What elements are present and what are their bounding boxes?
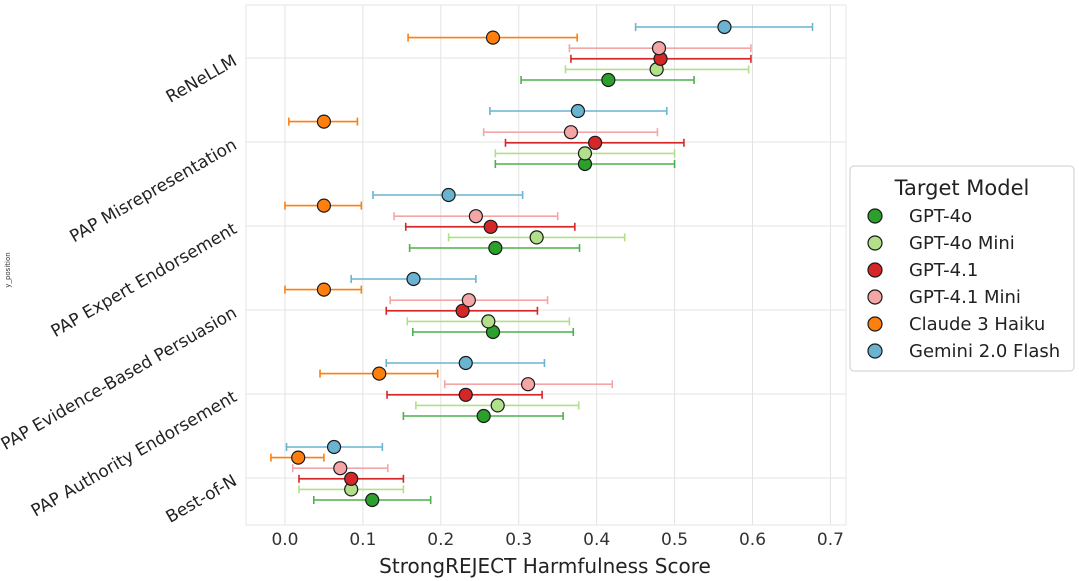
data-point [570, 103, 586, 119]
data-point [563, 125, 579, 140]
legend-marker [867, 343, 883, 359]
x-tick-label: 0.5 [661, 530, 688, 550]
x-tick-label: 0.7 [817, 530, 844, 550]
legend-label: GPT-4.1 Mini [909, 287, 1021, 308]
data-point [458, 355, 473, 371]
legend-label: GPT-4.1 [909, 260, 978, 281]
legend-marker [867, 235, 883, 251]
legend-label: GPT-4o [909, 206, 972, 227]
x-tick-label: 0.0 [271, 530, 298, 550]
x-axis-label: StrongREJECT Harmfulness Score [379, 554, 711, 578]
data-point [485, 30, 501, 45]
data-point [455, 303, 470, 318]
x-tick-label: 0.2 [427, 530, 454, 550]
data-point [717, 19, 732, 35]
legend-marker [867, 316, 883, 332]
data-point [520, 377, 536, 392]
data-point [291, 450, 306, 465]
grid [245, 4, 847, 526]
data-point [458, 387, 473, 402]
data-point [333, 461, 348, 476]
x-tick-label: 0.1 [349, 530, 376, 550]
data-point [476, 408, 491, 424]
data-point [372, 366, 387, 381]
data-point [461, 293, 476, 308]
legend-marker [867, 262, 883, 278]
data-point [468, 209, 483, 224]
y-axis-label: y_position [4, 252, 12, 287]
data-point [441, 187, 456, 203]
data-point [481, 314, 496, 329]
data-point [316, 198, 332, 213]
data-point [483, 219, 498, 234]
x-tick-label: 0.6 [739, 530, 766, 550]
data-point [577, 146, 593, 161]
data-point [529, 230, 544, 245]
legend-label: GPT-4o Mini [909, 233, 1015, 254]
y-tick-label: ReNeLLM [163, 51, 241, 107]
y-tick-label: Best-of-N [163, 471, 241, 528]
data-point [326, 439, 342, 455]
legend: Target Model GPT-4o GPT-4o Mini GPT-4.1 GPT… [849, 165, 1075, 372]
legend-frame [849, 165, 1075, 372]
plot-area [245, 4, 847, 526]
data-point [365, 492, 380, 508]
data-point [651, 41, 667, 56]
data-point [316, 282, 332, 297]
legend-label: Claude 3 Haiku [909, 314, 1045, 335]
y-tick-label: PAP Evidence-Based Persuasion [0, 303, 240, 455]
data-marks [270, 19, 814, 508]
legend-marker [867, 289, 883, 305]
data-point [344, 471, 359, 486]
data-point [587, 135, 603, 150]
data-point [488, 240, 503, 256]
legend-label: Gemini 2.0 Flash [909, 341, 1060, 362]
legend-marker [867, 208, 883, 224]
x-tick-label: 0.3 [505, 530, 532, 550]
data-point [601, 72, 616, 88]
data-point [406, 271, 421, 287]
legend-title: Target Model [894, 176, 1030, 200]
data-point [490, 398, 505, 413]
data-point [316, 114, 332, 129]
x-tick-label: 0.4 [583, 530, 610, 550]
